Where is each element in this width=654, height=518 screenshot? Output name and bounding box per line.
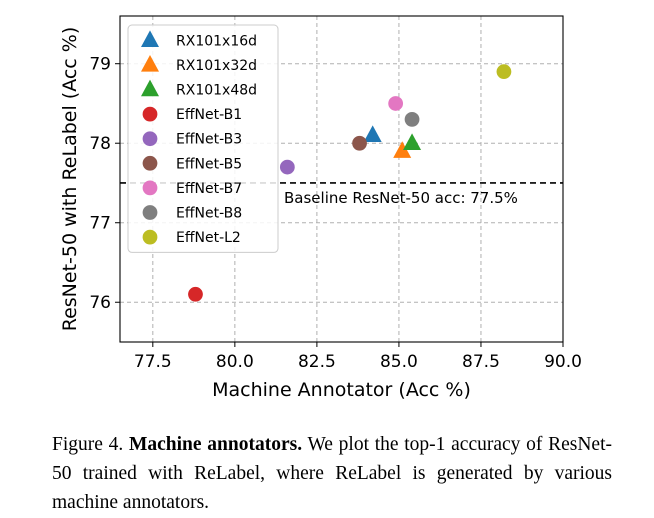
legend-box (127, 24, 279, 253)
legend-label-effnet-b8: EffNet-B8 (176, 206, 242, 222)
point-rx101x32d (393, 141, 412, 158)
point-effnet-b3 (279, 159, 295, 175)
y-tick-label: 76 (89, 293, 111, 313)
legend-marker-effnet-b3 (142, 131, 158, 147)
x-tick-label: 90.0 (544, 352, 582, 372)
point-effnet-b8 (404, 111, 420, 127)
x-axis-label: Machine Annotator (Acc %) (212, 379, 471, 401)
caption-title: Machine annotators. (128, 434, 303, 455)
legend-label-rx101x48d: RX101x48d (176, 83, 257, 99)
legend-marker-effnet-l2 (142, 229, 158, 245)
y-tick-label: 78 (89, 134, 111, 154)
legend-marker-rx101x32d (141, 55, 159, 72)
legend-label-rx101x32d: RX101x32d (176, 58, 257, 74)
legend-marker-rx101x48d (141, 79, 159, 97)
x-tick-label: 77.5 (134, 352, 172, 372)
legend-marker-effnet-b1 (142, 106, 158, 122)
legend-label-effnet-b7: EffNet-B7 (176, 181, 242, 197)
baseline-label: Baseline ResNet-50 acc: 77.5% (284, 189, 518, 207)
point-effnet-b7 (388, 96, 404, 111)
legend-label-effnet-b3: EffNet-B3 (176, 132, 242, 148)
legend-marker-effnet-b8 (142, 205, 158, 220)
legend-label-rx101x16d: RX101x16d (176, 33, 257, 49)
caption-label: Figure 4. (52, 434, 124, 455)
point-rx101x16d (363, 125, 382, 143)
point-effnet-b1 (188, 286, 203, 302)
figure-caption: Figure 4. Machine annotators. We plot th… (52, 430, 612, 517)
y-tick-label: 77 (89, 214, 111, 234)
caption-text: We plot the top-1 accuracy of ResNet-50 … (52, 434, 612, 513)
plot-frame (119, 15, 564, 343)
legend-label-effnet-b5: EffNet-B5 (176, 156, 242, 172)
point-effnet-l2 (496, 64, 512, 80)
legend-marker-effnet-b7 (142, 180, 158, 196)
scatter-chart: Baseline ResNet-50 acc: 77.5% 77.5 80.0 82… (59, 15, 582, 401)
y-tick-label: 79 (89, 55, 111, 75)
point-effnet-b5 (352, 135, 367, 151)
axis-ticks: 77.5 80.0 82.5 85.0 87.5 90.0 76 77 78 79 (89, 55, 582, 372)
x-tick-label: 85.0 (380, 352, 418, 372)
y-axis-label: ResNet-50 with ReLabel (Acc %) (59, 27, 81, 332)
data-points (188, 64, 512, 302)
x-tick-label: 82.5 (298, 352, 336, 372)
legend: RX101x16d RX101x32d RX101x48d EffNet-B1 EffN… (127, 24, 279, 253)
legend-marker-effnet-b5 (142, 155, 158, 171)
x-tick-label: 80.0 (216, 352, 254, 372)
legend-label-effnet-b1: EffNet-B1 (176, 107, 242, 123)
legend-label-effnet-l2: EffNet-L2 (176, 230, 241, 246)
legend-marker-rx101x16d (141, 30, 159, 48)
point-rx101x48d (403, 133, 422, 150)
x-tick-label: 87.5 (462, 352, 500, 372)
